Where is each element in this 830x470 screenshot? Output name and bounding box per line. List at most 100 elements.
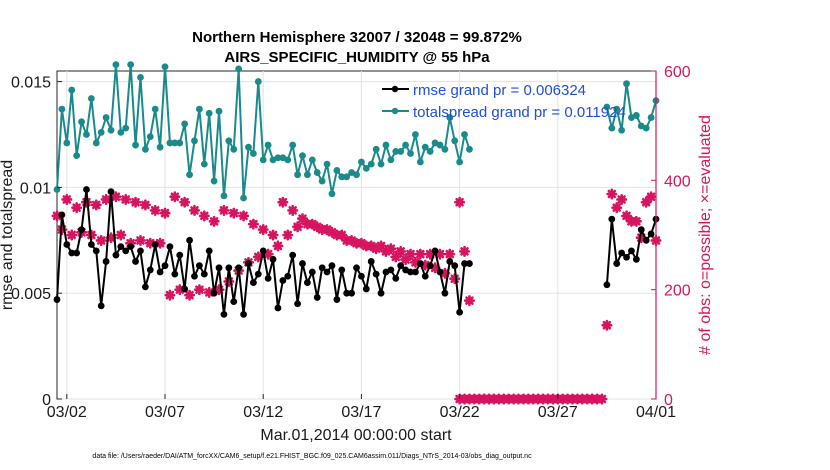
- rmse-point: [328, 262, 336, 270]
- rmse-point: [446, 258, 454, 265]
- totalspread-point: [436, 141, 444, 149]
- totalspread-point: [446, 114, 454, 121]
- rmse-point: [279, 277, 287, 284]
- obs-possible-marker: [188, 204, 200, 216]
- x-axis-label: Mar.01,2014 00:00:00 start: [260, 427, 452, 444]
- obs-possible-marker: [630, 215, 642, 227]
- obs-possible-marker: [606, 188, 618, 200]
- obs-possible-marker: [272, 240, 284, 252]
- totalspread-point: [83, 131, 90, 138]
- rmse-point: [83, 186, 90, 193]
- totalspread-point: [132, 141, 139, 149]
- rmse-point: [264, 274, 272, 282]
- obs-possible-marker: [208, 215, 220, 227]
- totalspread-point: [362, 164, 370, 172]
- obs-possible-marker: [228, 207, 240, 219]
- rmse-point: [58, 211, 66, 219]
- rmse-point: [313, 294, 321, 301]
- obs-possible-marker: [277, 196, 289, 208]
- totalspread-point: [608, 124, 616, 132]
- rmse-point: [392, 274, 400, 282]
- rmse-point: [426, 262, 434, 270]
- totalspread-point: [161, 63, 169, 71]
- rmse-point: [117, 243, 125, 251]
- rmse-point: [387, 266, 395, 274]
- obs-possible-marker: [149, 204, 161, 216]
- rmse-point: [284, 272, 292, 280]
- obs-possible-marker: [611, 202, 623, 214]
- y-left-tick-label: 0.01: [20, 180, 51, 197]
- totalspread-point: [392, 148, 400, 155]
- totalspread-point: [647, 114, 655, 121]
- totalspread-point: [304, 171, 311, 179]
- totalspread-point: [245, 143, 252, 151]
- rmse-point: [608, 215, 616, 223]
- rmse-point: [358, 272, 365, 280]
- obs-possible-marker: [296, 213, 308, 225]
- totalspread-point: [402, 141, 409, 149]
- obs-possible-marker: [449, 273, 461, 285]
- totalspread-point: [264, 141, 272, 149]
- obs-possible-marker: [292, 221, 304, 233]
- totalspread-point: [186, 171, 193, 179]
- totalspread-point: [618, 126, 626, 134]
- totalspread-point: [235, 65, 243, 73]
- obs-possible-marker: [601, 319, 613, 331]
- x-tick-label: 04/01: [636, 404, 676, 421]
- rmse-point: [362, 285, 370, 293]
- totalspread-point: [92, 139, 100, 147]
- totalspread-point: [156, 143, 164, 151]
- x-tick-label: 03/12: [243, 404, 283, 421]
- rmse-point: [146, 266, 154, 274]
- rmse-point: [632, 255, 640, 263]
- totalspread-point: [122, 124, 130, 132]
- rmse-point: [210, 289, 218, 297]
- totalspread-point: [441, 145, 449, 153]
- totalspread-point: [87, 95, 95, 102]
- totalspread-point: [107, 126, 115, 134]
- rmse-point: [466, 260, 473, 267]
- totalspread-point: [632, 112, 640, 119]
- rmse-point: [137, 247, 144, 255]
- rmse-point: [269, 255, 277, 263]
- rmse-point: [367, 258, 375, 265]
- rmse-point: [372, 270, 380, 278]
- totalspread-point: [353, 171, 360, 179]
- obs-possible-marker: [184, 289, 196, 301]
- rmse-point: [195, 262, 203, 270]
- totalspread-point: [426, 148, 434, 155]
- obs-possible-marker: [257, 224, 269, 236]
- totalspread-point: [461, 131, 468, 138]
- totalspread-point: [259, 156, 267, 164]
- obs-possible-marker: [405, 248, 417, 260]
- totalspread-point: [308, 156, 316, 164]
- obs-possible-marker: [247, 218, 259, 230]
- totalspread-point: [333, 167, 341, 174]
- rmse-point: [249, 279, 257, 287]
- rmse-point: [421, 272, 429, 280]
- totalspread-point: [205, 109, 213, 117]
- axis-layer: 03/02 03/07 03/12 03/17 03/22 03/27 04/0100.00…: [11, 64, 691, 421]
- rmse-point: [220, 310, 228, 318]
- obs-possible-marker: [444, 248, 456, 260]
- legend-totalspread-label: totalspread grand pr = 0.011924: [413, 104, 626, 121]
- totalspread-point: [166, 139, 174, 147]
- obs-possible-marker: [110, 191, 122, 203]
- obs-possible-marker: [179, 196, 191, 208]
- obs-possible-marker: [71, 202, 83, 214]
- left-y-axis-label: rmse and totalspread: [0, 160, 16, 310]
- rmse-point: [171, 270, 179, 278]
- totalspread-point: [299, 152, 306, 160]
- rmse-point: [304, 279, 311, 287]
- totalspread-point: [215, 107, 223, 115]
- rmse-point: [205, 247, 213, 255]
- rmse-point: [613, 260, 621, 267]
- rmse-point: [102, 258, 110, 265]
- totalspread-point: [416, 158, 424, 166]
- rmse-point: [92, 247, 100, 255]
- obs-possible-marker: [66, 229, 78, 241]
- totalspread-point: [642, 124, 650, 132]
- totalspread-point: [623, 80, 630, 88]
- series-layer: [51, 61, 662, 405]
